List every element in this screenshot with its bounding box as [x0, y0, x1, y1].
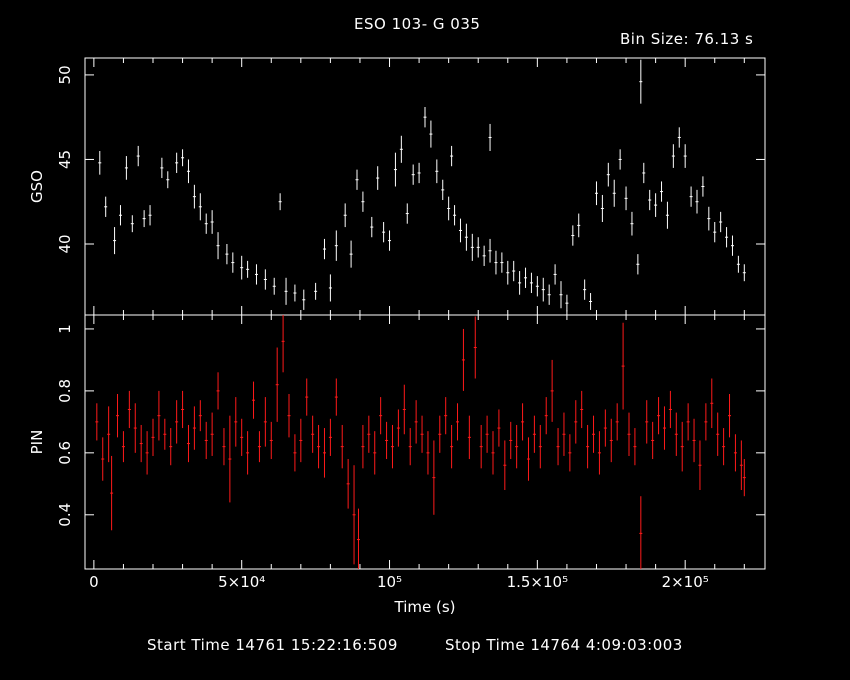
pin-ytick-label: 0.6	[56, 441, 74, 465]
x-tick-label: 2×10⁵	[662, 573, 709, 591]
pin-panel-frame	[84, 314, 766, 570]
stop-time-label: Stop Time 14764 4:09:03:003	[445, 636, 683, 654]
x-axis-label: Time (s)	[394, 598, 456, 616]
gso-ytick-label: 40	[56, 234, 74, 253]
pin-ytick-label: 1	[56, 324, 74, 334]
pin-ytick-label: 0.8	[56, 379, 74, 403]
start-time-label: Start Time 14761 15:22:16:509	[147, 636, 398, 654]
gso-ytick-label: 50	[56, 65, 74, 84]
x-tick-label: 1.5×10⁵	[507, 573, 569, 591]
pin-axis-label: PIN	[28, 430, 46, 455]
plot-title: ESO 103- G 035	[354, 15, 481, 33]
x-tick-label: 5×10⁴	[218, 573, 265, 591]
gso-axis-label: GSO	[28, 170, 46, 203]
x-tick-label: 10⁵	[377, 573, 402, 591]
x-tick-label: 0	[89, 573, 99, 591]
gso-panel-frame	[84, 57, 766, 316]
bin-size-label: Bin Size: 76.13 s	[620, 30, 754, 48]
pin-ytick-label: 0.4	[56, 503, 74, 527]
gso-ytick-label: 45	[56, 150, 74, 169]
